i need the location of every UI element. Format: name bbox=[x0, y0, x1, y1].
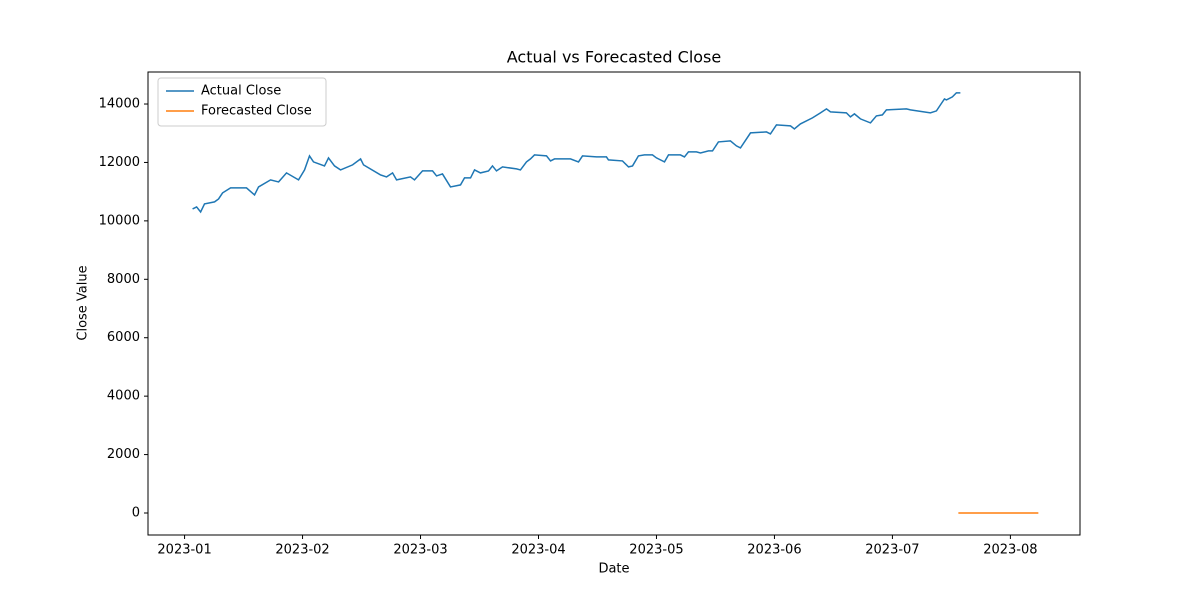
y-tick-label: 6000 bbox=[107, 330, 140, 345]
legend-label: Actual Close bbox=[201, 84, 281, 99]
series-line bbox=[192, 92, 961, 214]
plot-frame bbox=[147, 71, 1081, 536]
y-tick-label: 12000 bbox=[99, 155, 140, 170]
y-tick-label: 4000 bbox=[107, 389, 140, 404]
x-axis-label: Date bbox=[598, 562, 629, 577]
legend-box bbox=[157, 77, 327, 127]
x-tick-label: 2023-05 bbox=[629, 543, 683, 558]
y-tick-label: 10000 bbox=[99, 213, 140, 228]
y-tick-label: 0 bbox=[132, 506, 140, 521]
chart-title: Actual vs Forecasted Close bbox=[507, 48, 721, 67]
y-tick-label: 8000 bbox=[107, 272, 140, 287]
x-tick-label: 2023-06 bbox=[747, 543, 801, 558]
x-tick-label: 2023-03 bbox=[393, 543, 447, 558]
y-tick-label: 2000 bbox=[107, 447, 140, 462]
y-tick-label: 14000 bbox=[99, 97, 140, 112]
x-tick-label: 2023-01 bbox=[157, 543, 211, 558]
legend-label: Forecasted Close bbox=[201, 104, 312, 119]
x-tick-label: 2023-07 bbox=[865, 543, 919, 558]
x-tick-label: 2023-04 bbox=[511, 543, 565, 558]
x-tick-label: 2023-02 bbox=[275, 543, 329, 558]
x-tick-label: 2023-08 bbox=[983, 543, 1037, 558]
y-axis-label: Close Value bbox=[76, 265, 91, 340]
